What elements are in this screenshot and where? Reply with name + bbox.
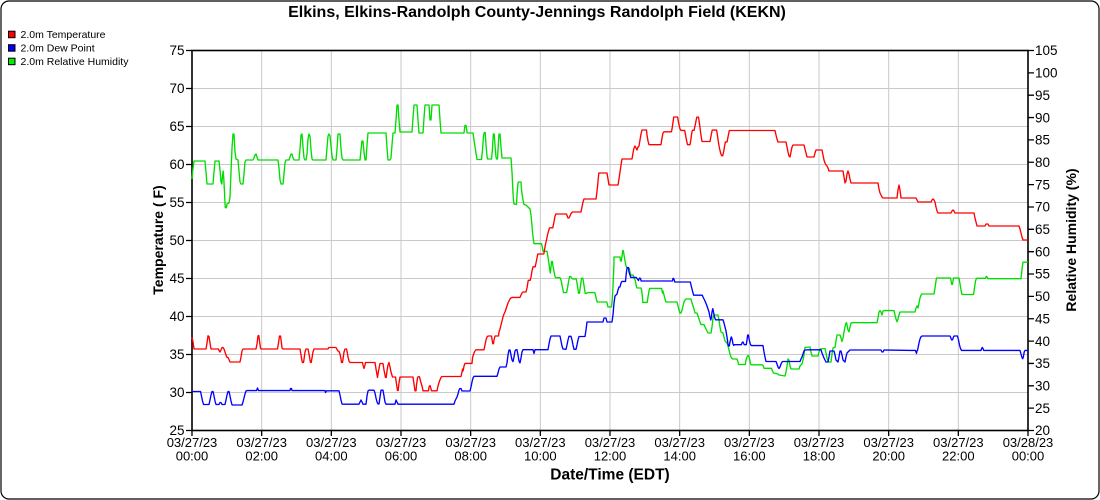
svg-text:20:00: 20:00 [872,449,905,464]
svg-text:00:00: 00:00 [1012,449,1045,464]
svg-text:12:00: 12:00 [594,449,627,464]
svg-text:18:00: 18:00 [803,449,836,464]
svg-text:65: 65 [169,119,184,134]
svg-text:03/27/23: 03/27/23 [376,435,427,450]
svg-text:35: 35 [169,347,184,362]
svg-text:85: 85 [1035,133,1050,148]
svg-text:100: 100 [1035,66,1058,81]
svg-text:50: 50 [1035,289,1050,304]
svg-text:Temperature ( F): Temperature ( F) [150,185,166,294]
svg-text:03/27/23: 03/27/23 [445,435,496,450]
svg-text:75: 75 [1035,177,1050,192]
svg-text:00:00: 00:00 [176,449,209,464]
svg-text:20: 20 [1035,423,1050,438]
svg-text:105: 105 [1035,43,1058,58]
svg-text:03/27/23: 03/27/23 [167,435,218,450]
svg-text:55: 55 [1035,267,1050,282]
svg-text:55: 55 [169,195,184,210]
svg-text:22:00: 22:00 [942,449,975,464]
svg-text:02:00: 02:00 [245,449,278,464]
svg-text:03/27/23: 03/27/23 [585,435,636,450]
svg-text:30: 30 [169,385,184,400]
svg-text:35: 35 [1035,356,1050,371]
svg-text:45: 45 [1035,311,1050,326]
svg-text:03/27/23: 03/27/23 [306,435,357,450]
svg-text:60: 60 [169,157,184,172]
svg-text:Relative Humidity (%): Relative Humidity (%) [1063,168,1079,311]
svg-text:03/27/23: 03/27/23 [863,435,914,450]
svg-text:45: 45 [169,271,184,286]
svg-text:03/27/23: 03/27/23 [933,435,984,450]
svg-text:2.0m Relative Humidity: 2.0m Relative Humidity [21,56,130,68]
svg-text:50: 50 [169,233,184,248]
svg-text:60: 60 [1035,244,1050,259]
svg-text:10:00: 10:00 [524,449,557,464]
svg-text:2.0m Temperature: 2.0m Temperature [21,29,106,41]
svg-text:03/27/23: 03/27/23 [654,435,705,450]
svg-text:03/27/23: 03/27/23 [515,435,566,450]
svg-text:03/27/23: 03/27/23 [236,435,287,450]
svg-text:95: 95 [1035,88,1050,103]
svg-text:25: 25 [1035,401,1050,416]
svg-text:03/27/23: 03/27/23 [724,435,775,450]
svg-text:Elkins, Elkins-Randolph County: Elkins, Elkins-Randolph County-Jennings … [288,4,786,21]
svg-text:30: 30 [1035,378,1050,393]
svg-text:75: 75 [169,43,184,58]
svg-text:90: 90 [1035,110,1050,125]
svg-text:Date/Time (EDT): Date/Time (EDT) [550,467,669,484]
svg-text:2.0m Dew Point: 2.0m Dew Point [21,42,95,54]
svg-text:40: 40 [169,309,184,324]
svg-text:80: 80 [1035,155,1050,170]
svg-text:03/27/23: 03/27/23 [794,435,845,450]
svg-text:70: 70 [1035,200,1050,215]
svg-text:65: 65 [1035,222,1050,237]
svg-text:06:00: 06:00 [385,449,418,464]
svg-text:14:00: 14:00 [663,449,696,464]
svg-text:08:00: 08:00 [454,449,487,464]
svg-text:16:00: 16:00 [733,449,766,464]
svg-text:70: 70 [169,81,184,96]
svg-text:04:00: 04:00 [315,449,348,464]
svg-text:25: 25 [169,423,184,438]
svg-text:03/28/23: 03/28/23 [1003,435,1054,450]
svg-text:40: 40 [1035,334,1050,349]
